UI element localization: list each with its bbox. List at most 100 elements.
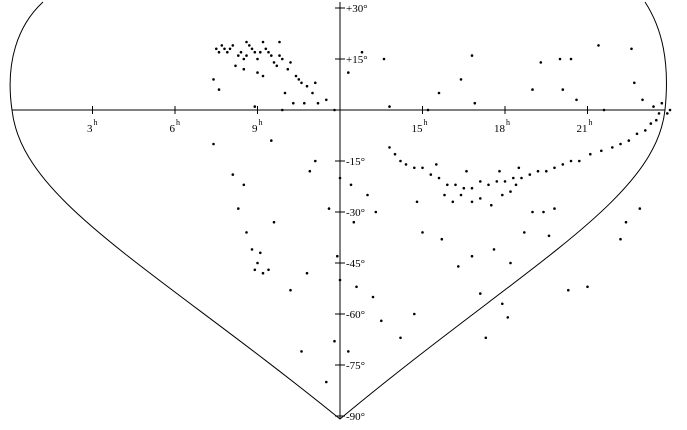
star-point	[619, 237, 622, 241]
star-point	[470, 186, 474, 190]
star-point	[514, 183, 518, 187]
star-point	[470, 254, 474, 258]
star-point	[347, 71, 350, 74]
star-point	[259, 50, 262, 54]
star-point	[399, 336, 402, 340]
ra-tick-unit: h	[94, 118, 98, 127]
star-point	[245, 54, 248, 57]
star-point	[435, 163, 438, 166]
star-point	[256, 261, 259, 265]
star-point	[462, 186, 466, 190]
star-point	[297, 78, 301, 81]
star-point	[360, 50, 364, 54]
ra-tick-unit: h	[259, 118, 263, 127]
star-point	[220, 44, 224, 47]
star-point	[569, 159, 573, 163]
ra-tick-unit: h	[424, 118, 428, 127]
star-point	[501, 193, 504, 197]
star-point	[327, 207, 331, 210]
star-point	[490, 203, 493, 207]
star-point	[311, 91, 314, 95]
star-point	[484, 336, 488, 340]
star-point	[531, 210, 534, 214]
star-point	[578, 159, 581, 163]
star-point	[459, 193, 463, 197]
star-point	[589, 152, 592, 156]
ra-tick-unit: h	[506, 118, 510, 127]
ra-tick-label: 21	[577, 123, 588, 135]
star-point	[300, 81, 303, 85]
star-point	[234, 64, 237, 68]
star-point	[259, 251, 262, 255]
star-point	[349, 183, 353, 187]
star-point	[374, 210, 378, 214]
star-point	[245, 231, 248, 234]
star-point	[286, 67, 290, 71]
star-point	[558, 57, 562, 61]
ra-tick-label: 3	[87, 123, 93, 135]
star-point	[415, 200, 419, 204]
star-point	[630, 47, 633, 51]
star-point	[600, 149, 603, 153]
star-point	[531, 88, 534, 91]
star-point	[248, 44, 251, 47]
star-point	[512, 176, 515, 180]
star-point	[275, 64, 279, 68]
star-point	[303, 101, 306, 105]
star-point	[228, 47, 232, 51]
star-point	[294, 74, 298, 78]
star-point	[619, 142, 622, 146]
star-point	[413, 312, 416, 316]
star-point	[292, 101, 295, 105]
star-point	[575, 98, 578, 102]
star-point	[347, 350, 350, 353]
star-point	[270, 54, 273, 57]
star-point	[479, 197, 482, 200]
star-point	[421, 166, 424, 170]
star-point	[517, 166, 521, 170]
star-point	[242, 57, 246, 61]
dec-tick-label: -90°	[346, 411, 365, 423]
star-point	[278, 40, 281, 44]
star-point	[399, 159, 402, 163]
star-point	[539, 61, 543, 64]
star-point	[237, 207, 240, 210]
star-point	[261, 40, 265, 44]
ra-tick-label: 18	[494, 123, 506, 135]
star-point	[561, 88, 565, 91]
star-point	[479, 180, 482, 183]
star-point	[437, 91, 441, 95]
star-point	[242, 183, 246, 187]
star-point	[242, 67, 246, 71]
star-point	[305, 271, 309, 275]
dec-tick-label: -75°	[346, 360, 365, 372]
star-point	[440, 237, 444, 241]
star-point	[316, 101, 320, 105]
star-point	[267, 50, 270, 54]
star-point	[660, 101, 664, 105]
star-point	[586, 285, 589, 289]
star-point	[281, 57, 284, 61]
star-point	[237, 54, 240, 57]
star-point	[333, 108, 336, 112]
star-point	[217, 88, 221, 91]
star-point	[281, 108, 284, 112]
star-point	[231, 173, 235, 176]
star-point	[250, 47, 254, 51]
star-point	[437, 176, 441, 180]
star-point	[261, 74, 265, 78]
star-point	[256, 71, 259, 74]
star-point	[352, 220, 356, 224]
star-point	[470, 200, 474, 204]
star-point	[305, 84, 309, 88]
star-point	[338, 176, 342, 180]
ra-tick-label: 15	[412, 123, 424, 135]
star-point	[314, 81, 317, 85]
ra-tick-label: 6	[170, 123, 176, 135]
star-point	[536, 169, 540, 173]
star-point	[270, 139, 273, 142]
star-point	[567, 288, 570, 292]
star-point	[547, 234, 551, 238]
